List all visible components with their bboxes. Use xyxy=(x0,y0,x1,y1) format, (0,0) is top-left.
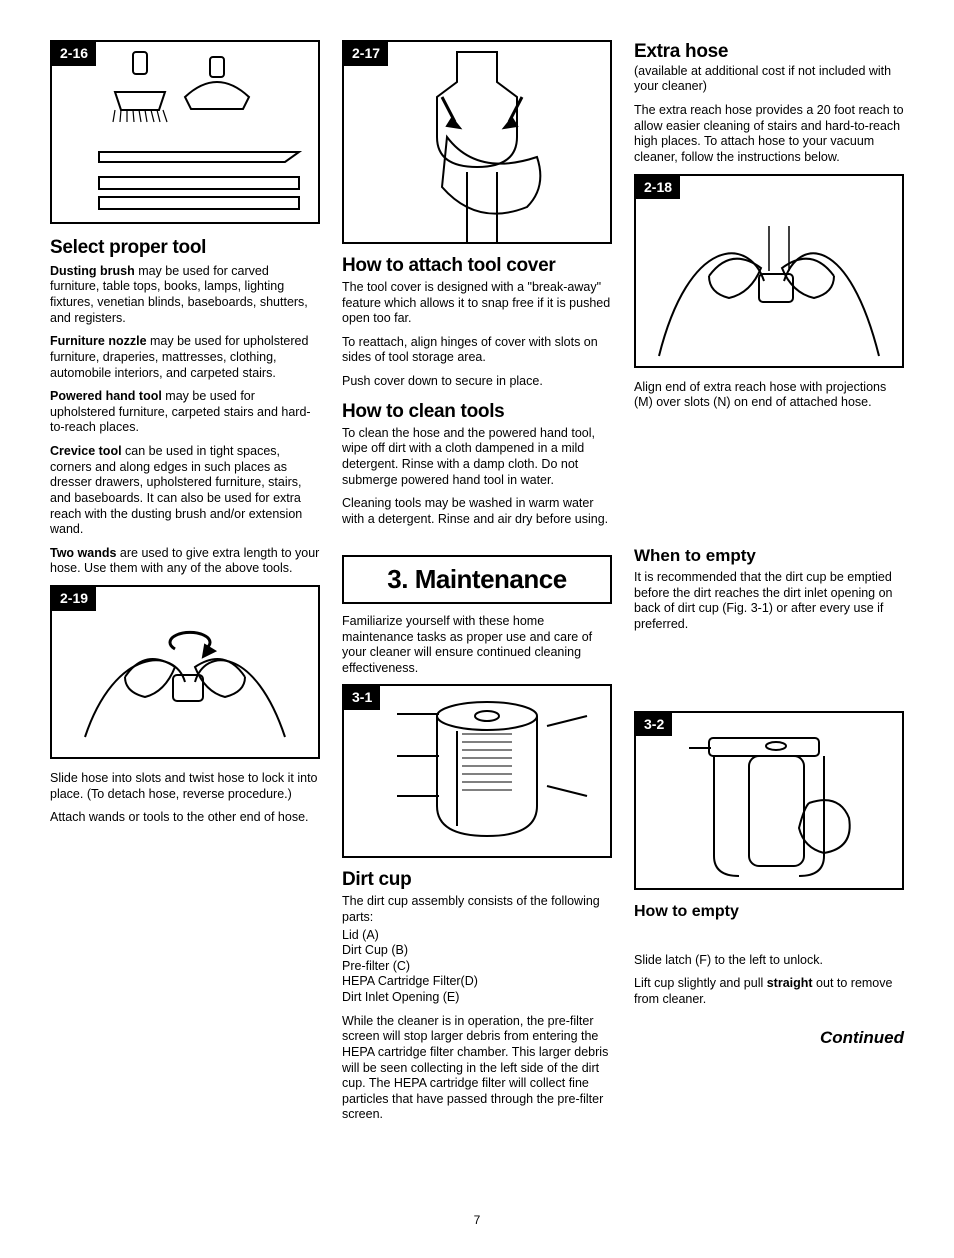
figure-label: 2-18 xyxy=(636,176,680,200)
paragraph: Crevice tool can be used in tight spaces… xyxy=(50,444,320,538)
paragraph: Cleaning tools may be washed in warm wat… xyxy=(342,496,612,527)
heading-dirt-cup: Dirt cup xyxy=(342,870,612,890)
manual-page: 2-16 xyxy=(50,40,904,1205)
paragraph: The extra reach hose provides a 20 foot … xyxy=(634,103,904,166)
paragraph: (available at additional cost if not inc… xyxy=(634,64,904,95)
paragraph: Slide hose into slots and twist hose to … xyxy=(50,771,320,802)
empty-cup-illustration xyxy=(636,713,902,888)
figure-3-2: 3-2 xyxy=(634,711,904,890)
figure-label: 3-2 xyxy=(636,713,672,737)
paragraph: While the cleaner is in operation, the p… xyxy=(342,1014,612,1123)
paragraph: The dirt cup assembly consists of the fo… xyxy=(342,894,612,925)
paragraph: Slide latch (F) to the left to unlock. xyxy=(634,953,904,969)
heading-select-proper-tool: Select proper tool xyxy=(50,236,320,260)
list-item: Dirt Inlet Opening (E) xyxy=(342,990,612,1006)
heading-clean-tools: How to clean tools xyxy=(342,402,612,422)
maintenance-banner: 3. Maintenance xyxy=(342,555,612,604)
paragraph: It is recommended that the dirt cup be e… xyxy=(634,570,904,633)
dirt-cup-illustration xyxy=(344,686,610,856)
list-item: HEPA Cartridge Filter(D) xyxy=(342,974,612,990)
figure-2-16: 2-16 xyxy=(50,40,320,224)
heading-extra-hose: Extra hose xyxy=(634,40,904,64)
tools-illustration xyxy=(52,42,318,222)
figure-label: 2-19 xyxy=(52,587,96,611)
heading-when-to-empty: When to empty xyxy=(634,545,904,566)
figure-label: 3-1 xyxy=(344,686,380,710)
paragraph: Furniture nozzle may be used for upholst… xyxy=(50,334,320,381)
figure-label: 2-17 xyxy=(344,42,388,66)
hose-twist-illustration xyxy=(52,587,318,757)
tool-cover-illustration xyxy=(344,42,610,242)
paragraph: To clean the hose and the powered hand t… xyxy=(342,426,612,489)
paragraph: Familiarize yourself with these home mai… xyxy=(342,614,612,677)
paragraph: Attach wands or tools to the other end o… xyxy=(50,810,320,826)
page-number: 7 xyxy=(50,1213,904,1228)
paragraph: The tool cover is designed with a "break… xyxy=(342,280,612,327)
paragraph: Two wands are used to give extra length … xyxy=(50,546,320,577)
paragraph: Align end of extra reach hose with proje… xyxy=(634,380,904,411)
figure-2-19: 2-19 xyxy=(50,585,320,759)
figure-3-1: 3-1 xyxy=(342,684,612,858)
heading-attach-cover: How to attach tool cover xyxy=(342,256,612,276)
paragraph: Powered hand tool may be used for uphols… xyxy=(50,389,320,436)
list-item: Dirt Cup (B) xyxy=(342,943,612,959)
paragraph: Push cover down to secure in place. xyxy=(342,374,612,390)
figure-2-18: 2-18 xyxy=(634,174,904,368)
heading-how-to-empty: How to empty xyxy=(634,902,904,922)
list-item: Pre-filter (C) xyxy=(342,959,612,975)
paragraph: Dusting brush may be used for carved fur… xyxy=(50,264,320,327)
paragraph: To reattach, align hinges of cover with … xyxy=(342,335,612,366)
paragraph: Lift cup slightly and pull straight out … xyxy=(634,976,904,1007)
extra-hose-illustration xyxy=(636,176,902,366)
figure-2-17: 2-17 xyxy=(342,40,612,244)
figure-label: 2-16 xyxy=(52,42,96,66)
continued-label: Continued xyxy=(634,1027,904,1048)
parts-list: Lid (A) Dirt Cup (B) Pre-filter (C) HEPA… xyxy=(342,928,612,1006)
list-item: Lid (A) xyxy=(342,928,612,944)
